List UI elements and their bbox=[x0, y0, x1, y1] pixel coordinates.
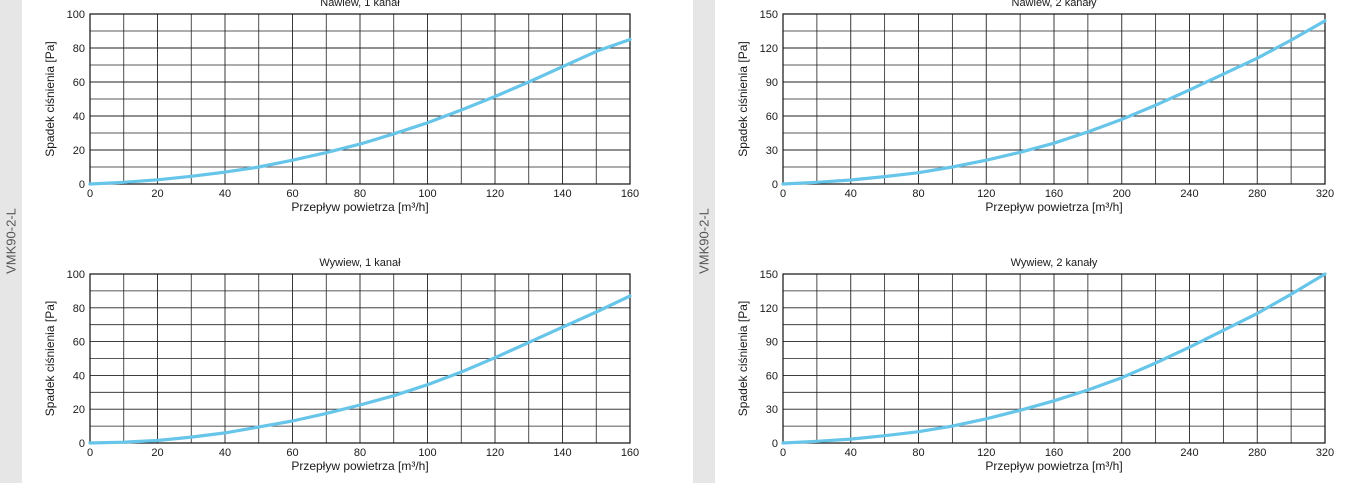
x-tick-label: 160 bbox=[1045, 188, 1063, 200]
x-tick-label: 40 bbox=[219, 447, 231, 459]
y-axis-label: Spadek ciśnienia [Pa] bbox=[736, 301, 750, 416]
x-tick-label: 140 bbox=[553, 188, 571, 200]
right-side-band bbox=[693, 0, 715, 483]
y-tick-label: 0 bbox=[772, 438, 778, 450]
chart-title: Wywiew, 2 kanały bbox=[1011, 257, 1098, 269]
x-axis-label: Przepływ powietrza [m³/h] bbox=[985, 459, 1122, 473]
x-tick-label: 40 bbox=[845, 447, 857, 459]
y-tick-label: 150 bbox=[760, 9, 778, 21]
y-axis-label: Spadek ciśnienia [Pa] bbox=[43, 41, 57, 156]
y-tick-label: 20 bbox=[73, 404, 85, 416]
y-tick-label: 0 bbox=[79, 179, 85, 191]
y-tick-label: 40 bbox=[73, 370, 85, 382]
x-axis-label: Przepływ powietrza [m³/h] bbox=[985, 200, 1122, 214]
y-axis-label: Spadek ciśnienia [Pa] bbox=[43, 301, 57, 416]
x-tick-label: 200 bbox=[1113, 447, 1131, 459]
y-tick-label: 90 bbox=[766, 77, 778, 89]
plot-frame bbox=[89, 13, 631, 185]
chart-title: Wywiew, 1 kanał bbox=[319, 257, 401, 269]
x-tick-label: 60 bbox=[286, 188, 298, 200]
x-tick-label: 100 bbox=[418, 447, 436, 459]
x-tick-label: 120 bbox=[977, 447, 995, 459]
x-tick-label: 80 bbox=[354, 447, 366, 459]
x-tick-label: 160 bbox=[621, 447, 639, 459]
x-tick-label: 0 bbox=[87, 188, 93, 200]
x-tick-label: 0 bbox=[87, 447, 93, 459]
x-tick-label: 160 bbox=[621, 188, 639, 200]
x-tick-label: 40 bbox=[845, 188, 857, 200]
x-tick-label: 120 bbox=[977, 188, 995, 200]
y-tick-label: 60 bbox=[73, 77, 85, 89]
x-axis-label: Przepływ powietrza [m³/h] bbox=[291, 200, 428, 214]
series-line bbox=[88, 294, 632, 445]
y-tick-label: 60 bbox=[766, 111, 778, 123]
x-tick-label: 120 bbox=[486, 447, 504, 459]
x-axis-label: Przepływ powietrza [m³/h] bbox=[291, 459, 428, 473]
plot-frame bbox=[782, 13, 1326, 185]
plot-frame bbox=[782, 273, 1326, 444]
y-tick-label: 20 bbox=[73, 145, 85, 157]
chart-supply-1-duct: Nawiew, 1 kanał 0 20 40 60 80 100 0 20 40 60 80 100 1… bbox=[43, 0, 639, 214]
x-tick-label: 0 bbox=[780, 447, 786, 459]
series-line bbox=[781, 19, 1327, 186]
chart-exhaust-2-ducts: Wywiew, 2 kanały 0 30 60 90 120 150 0 40 80 120 160… bbox=[736, 257, 1334, 473]
x-tick-label: 240 bbox=[1180, 447, 1198, 459]
plot-frame bbox=[89, 273, 631, 444]
x-tick-label: 120 bbox=[486, 188, 504, 200]
x-tick-label: 240 bbox=[1180, 188, 1198, 200]
x-tick-label: 320 bbox=[1316, 188, 1334, 200]
chart-supply-2-ducts: Nawiew, 2 kanały 0 30 60 90 120 150 0 40 80 120 160… bbox=[736, 0, 1334, 214]
x-tick-label: 60 bbox=[286, 447, 298, 459]
y-tick-label: 30 bbox=[766, 404, 778, 416]
y-tick-label: 150 bbox=[760, 269, 778, 281]
x-tick-label: 320 bbox=[1316, 447, 1334, 459]
x-tick-label: 160 bbox=[1045, 447, 1063, 459]
y-tick-label: 100 bbox=[67, 269, 85, 281]
y-tick-label: 0 bbox=[79, 438, 85, 450]
series-line bbox=[88, 37, 632, 186]
x-tick-label: 200 bbox=[1113, 188, 1131, 200]
x-tick-label: 80 bbox=[912, 447, 924, 459]
y-tick-label: 120 bbox=[760, 303, 778, 315]
y-tick-label: 80 bbox=[73, 303, 85, 315]
chart-title: Nawiew, 1 kanał bbox=[320, 0, 400, 9]
x-tick-label: 20 bbox=[151, 188, 163, 200]
chart-title: Nawiew, 2 kanały bbox=[1012, 0, 1097, 9]
x-tick-label: 140 bbox=[553, 447, 571, 459]
y-tick-label: 0 bbox=[772, 179, 778, 191]
x-tick-label: 280 bbox=[1248, 447, 1266, 459]
chart-exhaust-1-duct: Wywiew, 1 kanał 0 20 40 60 80 100 0 20 40 60 80 100 1… bbox=[43, 257, 639, 473]
x-tick-label: 100 bbox=[418, 188, 436, 200]
x-tick-label: 80 bbox=[354, 188, 366, 200]
y-tick-label: 40 bbox=[73, 111, 85, 123]
y-tick-label: 30 bbox=[766, 145, 778, 157]
x-tick-label: 0 bbox=[780, 188, 786, 200]
y-tick-label: 90 bbox=[766, 337, 778, 349]
y-tick-label: 60 bbox=[766, 370, 778, 382]
series-line bbox=[781, 272, 1327, 445]
x-tick-label: 40 bbox=[219, 188, 231, 200]
y-tick-label: 100 bbox=[67, 9, 85, 21]
y-axis-label: Spadek ciśnienia [Pa] bbox=[736, 41, 750, 156]
y-tick-label: 120 bbox=[760, 43, 778, 55]
x-tick-label: 280 bbox=[1248, 188, 1266, 200]
y-tick-label: 60 bbox=[73, 337, 85, 349]
x-tick-label: 20 bbox=[151, 447, 163, 459]
x-tick-label: 80 bbox=[912, 188, 924, 200]
left-side-band bbox=[0, 0, 22, 483]
y-tick-label: 80 bbox=[73, 43, 85, 55]
